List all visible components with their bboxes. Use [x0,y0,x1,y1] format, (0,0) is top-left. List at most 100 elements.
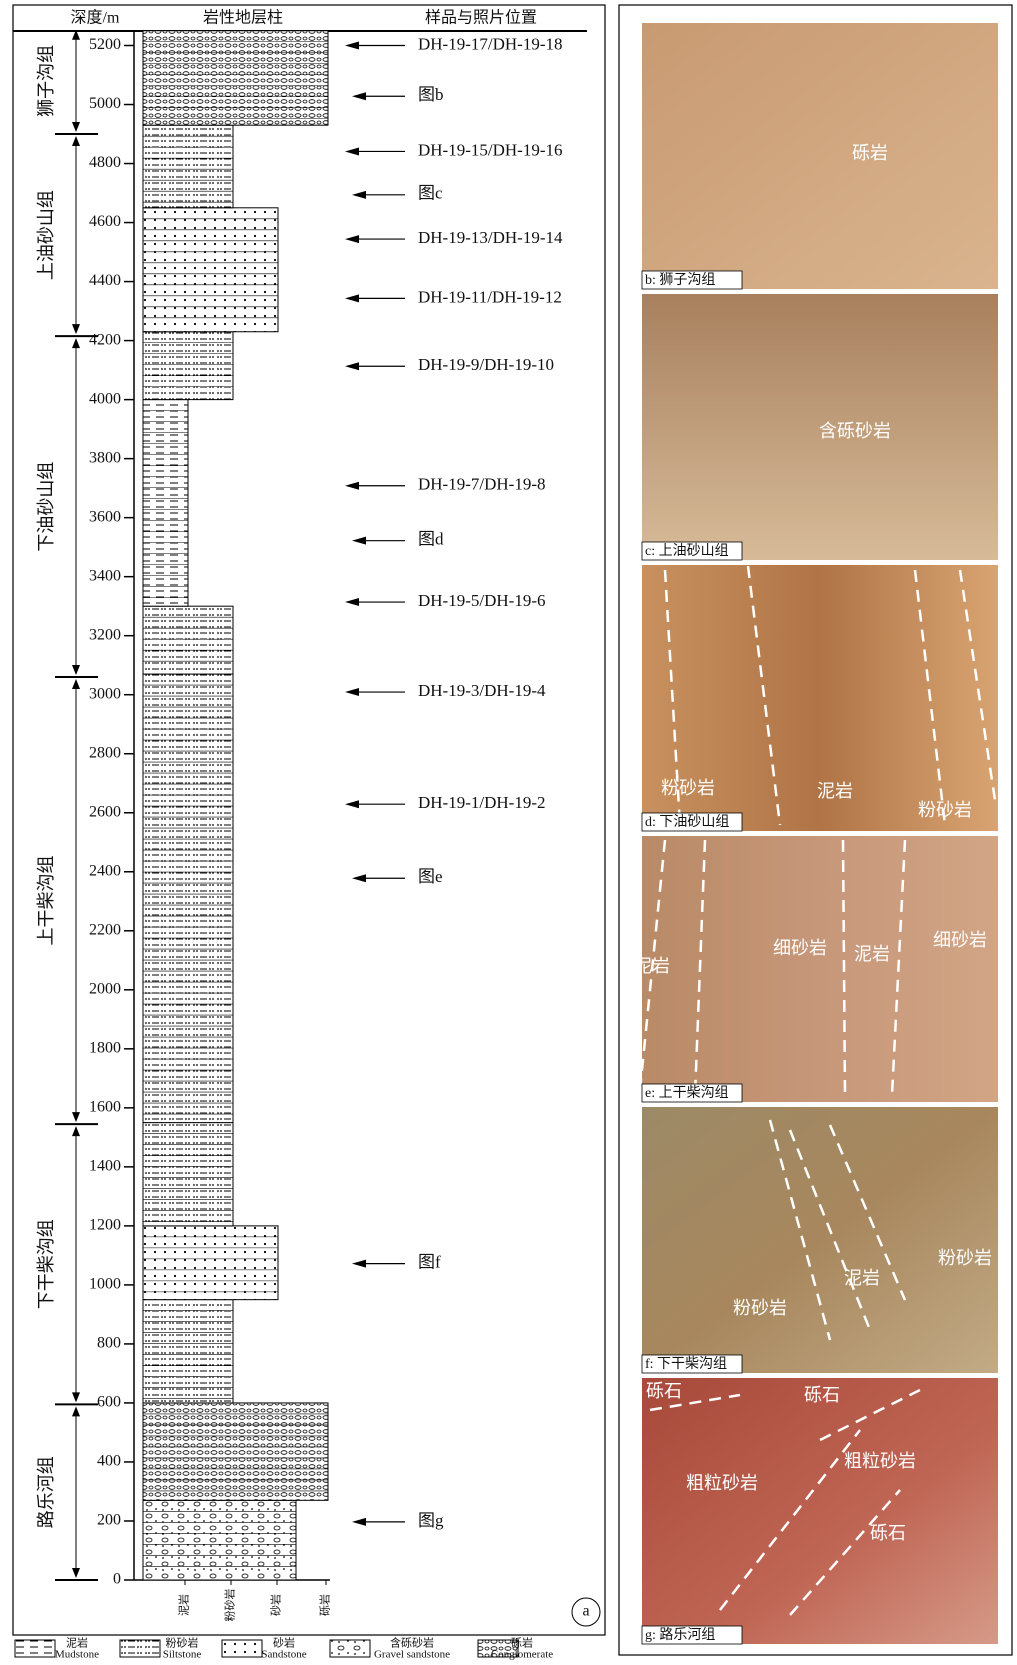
depth-tick-label: 5200 [89,36,121,53]
lith-layer [142,30,329,126]
arrow-head [352,536,366,545]
legend-zh: 含砾砂岩 [390,1636,434,1650]
arrow-head [352,190,366,199]
depth-tick-label: 2800 [89,744,121,761]
depth-tick-label: 4600 [89,213,121,230]
legend-en: Conglomerate [491,1649,553,1660]
photo-label: 泥岩 [817,781,853,801]
legend-zh: 砾岩 [511,1636,533,1650]
depth-tick-label: 3000 [89,685,121,702]
header-column: 岩性地层柱 [203,9,283,27]
formation-name: 路乐河组 [36,1456,56,1528]
legend-swatch [477,1639,519,1658]
arrow-head [345,481,359,490]
panel-label: a [582,1603,589,1620]
sample-label: DH-19-3/DH-19-4 [418,681,546,700]
photo-caption: e: 上干柴沟组 [645,1085,729,1101]
caption-box [641,812,743,832]
depth-tick-label: 1200 [89,1217,121,1234]
depth-tick-label: 5000 [89,95,121,112]
arrow-head [345,235,359,244]
depth-tick-label: 400 [97,1453,121,1470]
legend-en: Gravel sandstone [374,1649,450,1660]
caption-box [641,270,743,290]
depth-tick-label: 1600 [89,1099,121,1116]
legend-swatch [14,1639,56,1658]
sample-label: DH-19-1/DH-19-2 [418,793,545,812]
lith-axis-label: 砂岩 [269,1594,283,1616]
photo-image [642,23,998,289]
photo-caption: d: 下油砂山组 [645,814,729,830]
lith-layer [142,1225,279,1301]
legend-zh: 泥岩 [66,1636,88,1650]
formation-name: 上油砂山组 [36,190,56,280]
contact-line [693,839,707,1096]
photo-label: 砾石 [804,1385,840,1405]
sample-label: DH-19-13/DH-19-14 [418,228,563,247]
sample-label: DH-19-5/DH-19-6 [418,591,545,610]
photo-caption: c: 上油砂山组 [645,543,729,559]
photo-label: 砾岩 [852,143,888,163]
photo-image [642,1378,998,1644]
photo-image [642,1107,998,1373]
contact-line [649,1393,741,1412]
left-panel-border [12,4,606,1636]
depth-tick-label: 4800 [89,154,121,171]
arrow-head [345,362,359,371]
arrow-head [352,874,366,883]
formation-name: 狮子沟组 [36,45,56,117]
depth-tick-label: 3800 [89,449,121,466]
arrow-head [345,41,359,50]
photo: 砾岩 b: 狮子沟组 [641,23,998,290]
depth-tick-label: 3600 [89,508,121,525]
photo-label: 粉砂岩 [733,1298,787,1318]
lith-layer [142,331,234,401]
photo-caption: f: 下干柴沟组 [645,1356,727,1372]
photo-label: 含砾砂岩 [819,421,891,441]
contact-line [719,1429,861,1611]
lith-layer [142,1122,234,1227]
depth-tick-label: 4000 [89,390,121,407]
depth-tick-label: 3200 [89,626,121,643]
contact-line [913,569,947,826]
photo-label: 粉砂岩 [661,778,715,798]
photo-image [642,836,998,1102]
lith-layer [142,1299,234,1404]
header-samples: 样品与照片位置 [425,9,537,27]
right-panel-border [618,4,1013,1656]
depth-tick-label: 2400 [89,862,121,879]
caption-box [641,1354,743,1374]
photo-label: 粉砂岩 [938,1248,992,1268]
photo: 含砾砂岩 c: 上油砂山组 [641,294,998,561]
photo-label: 粗粒砂岩 [844,1451,916,1471]
lith-layer [142,1499,297,1581]
contact-line [768,1119,832,1341]
sample-label: 图f [418,1253,441,1272]
depth-tick-label: 2600 [89,803,121,820]
sample-label: 图g [418,1511,444,1530]
formation-name: 上干柴沟组 [36,856,56,946]
arrow-head [345,598,359,607]
arrow-head [345,147,359,156]
depth-tick-label: 4200 [89,331,121,348]
depth-tick-label: 800 [97,1335,121,1352]
formation-name: 下干柴沟组 [36,1219,56,1309]
caption-box [641,541,743,561]
contact-line [788,1129,872,1331]
sample-label: 图e [418,867,443,886]
contact-line [638,839,667,1091]
arrow-head [352,1259,366,1268]
depth-tick-label: 0 [113,1571,121,1588]
sample-label: DH-19-9/DH-19-10 [418,355,554,374]
photo-caption: g: 路乐河组 [645,1627,715,1643]
legend-en: Sandstone [261,1649,306,1660]
legend-en: Mudstone [55,1649,99,1660]
depth-tick-label: 4400 [89,272,121,289]
lith-axis-label: 砾岩 [318,1594,332,1616]
photo-label: 细砂岩 [933,930,987,950]
depth-tick-label: 200 [97,1512,121,1529]
sample-label: DH-19-17/DH-19-18 [418,34,562,53]
depth-tick-label: 1000 [89,1276,121,1293]
